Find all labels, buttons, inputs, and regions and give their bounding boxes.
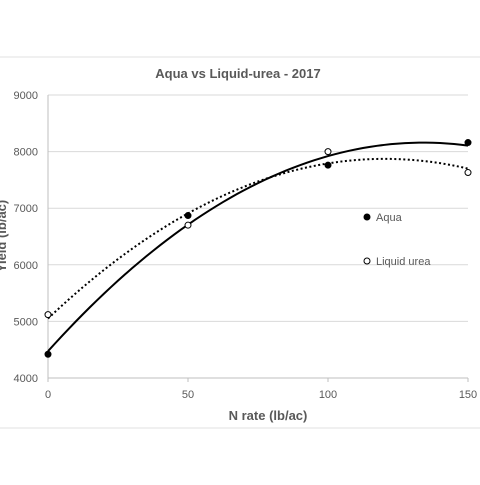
data-point-liquid-urea: [324, 148, 332, 156]
legend-marker: [363, 257, 371, 265]
data-point-liquid-urea: [184, 221, 192, 229]
chart-title: Aqua vs Liquid-urea - 2017: [155, 66, 320, 81]
x-tick-label: 100: [319, 389, 337, 401]
y-tick-label: 8000: [14, 147, 38, 159]
y-tick-label: 4000: [14, 373, 38, 385]
trendline-aqua: [47, 141, 469, 352]
data-point-aqua: [464, 139, 472, 147]
gridlines: [48, 94, 468, 379]
y-axis-tick-labels: 4000 5000 6000 7000 8000 9000: [14, 90, 38, 385]
trendlines: [47, 141, 469, 352]
y-tick-label: 7000: [14, 203, 38, 215]
data-point-liquid-urea: [44, 311, 52, 319]
axes: [47, 95, 469, 382]
legend-marker: [363, 213, 371, 221]
legend: Aqua Liquid urea: [363, 212, 431, 268]
data-point-aqua: [324, 161, 332, 169]
x-axis-label: N rate (lb/ac): [229, 408, 308, 423]
x-tick-label: 150: [459, 389, 477, 401]
y-tick-label: 6000: [14, 260, 38, 272]
legend-entry: Aqua: [376, 212, 403, 224]
y-tick-label: 9000: [14, 90, 38, 102]
y-tick-label: 5000: [14, 316, 38, 328]
x-tick-label: 50: [182, 389, 194, 401]
trendline-liquid-urea: [47, 157, 469, 320]
x-axis-tick-labels: 0 50 100 150: [45, 389, 477, 401]
data-points: [44, 139, 472, 358]
legend-entry: Liquid urea: [376, 256, 431, 268]
x-tick-label: 0: [45, 389, 51, 401]
data-point-liquid-urea: [464, 169, 472, 177]
data-point-aqua: [44, 350, 52, 358]
y-axis-label: Yield (lb/ac): [0, 200, 9, 272]
data-point-aqua: [184, 212, 192, 220]
